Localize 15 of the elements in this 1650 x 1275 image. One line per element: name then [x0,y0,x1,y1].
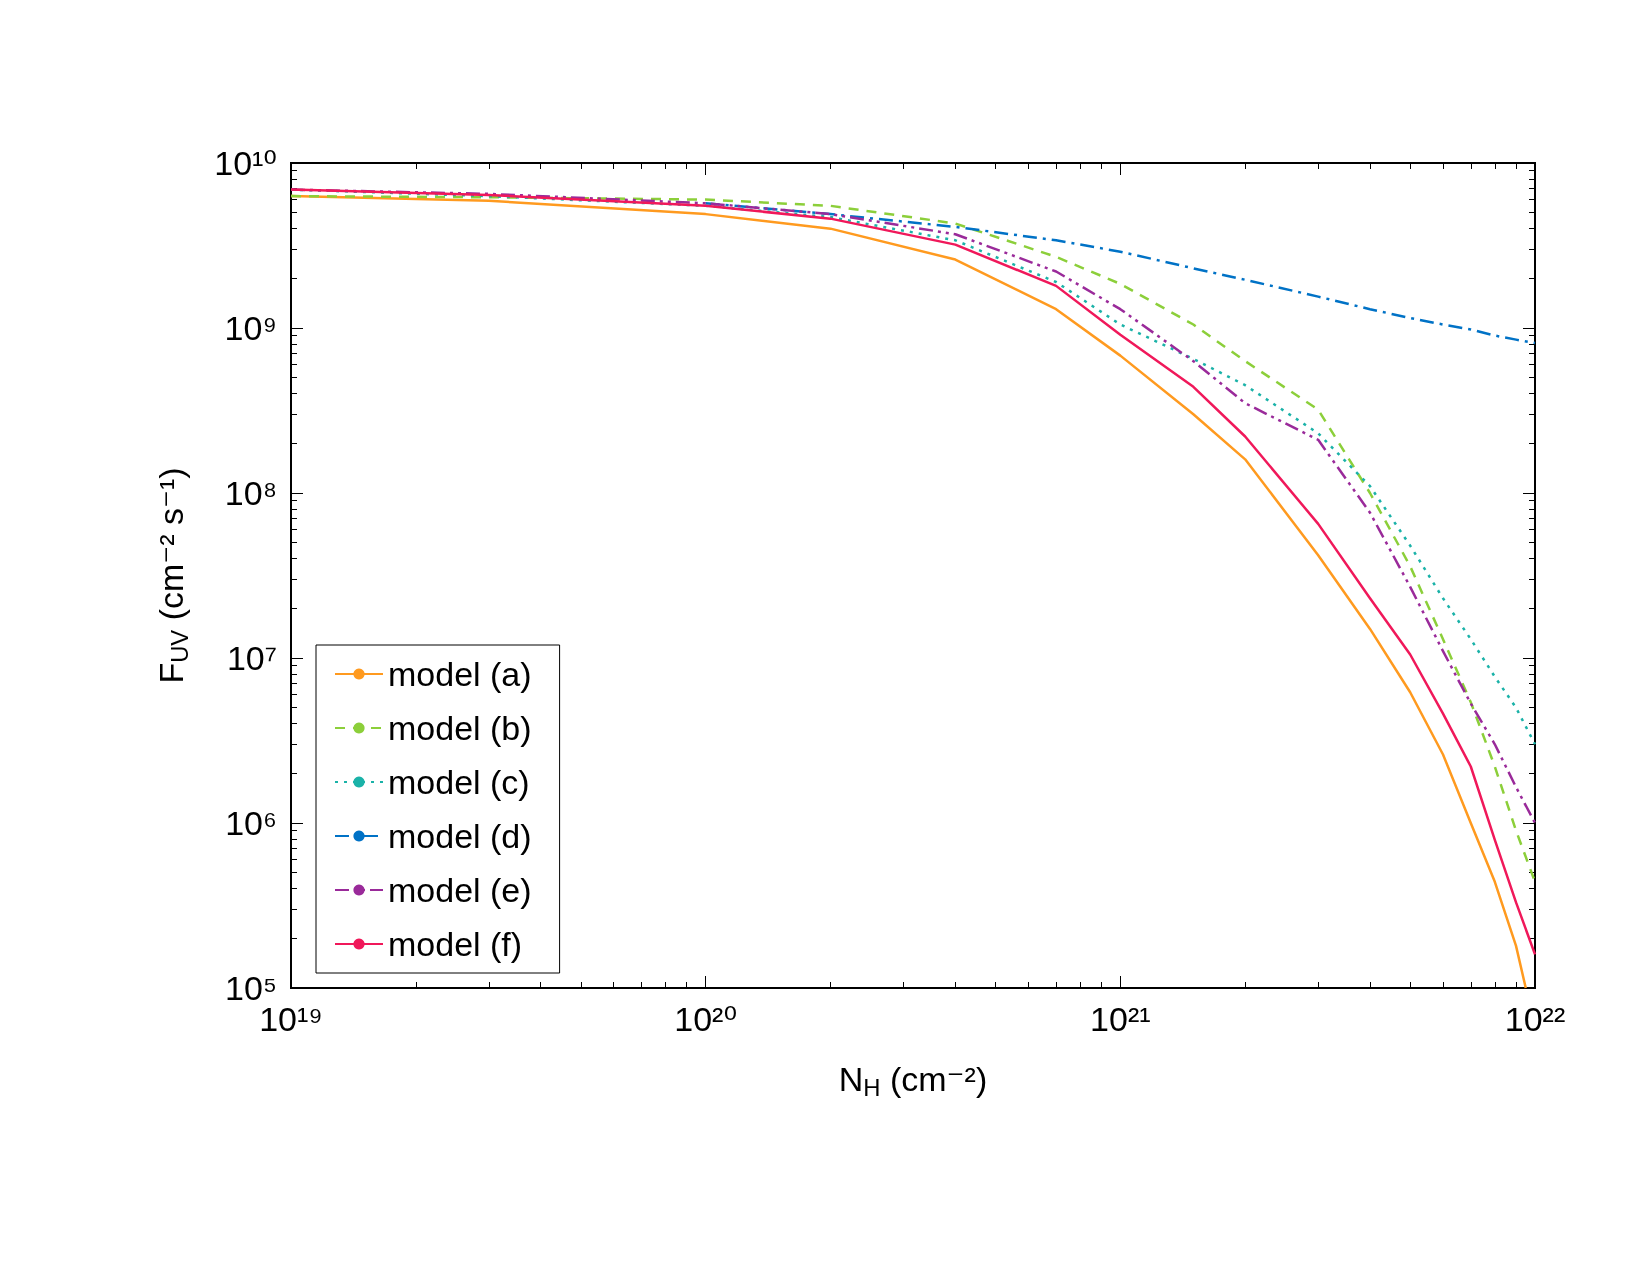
legend-label: model (f) [388,925,523,963]
y-tick-label: 10⁶ [225,804,277,842]
y-tick-label: 10⁸ [224,474,277,512]
legend-label: model (a) [388,655,532,693]
legend-label: model (b) [388,709,532,747]
legend-label: model (e) [388,871,532,909]
legend-label: model (c) [388,763,530,801]
y-tick-label: 10⁷ [226,639,277,677]
y-axis-title: FUV (cm⁻² s⁻¹) [151,467,193,684]
x-tick-label: 10²² [1504,1000,1566,1038]
x-tick-label: 10²¹ [1090,1000,1151,1038]
x-tick-label: 10²⁰ [674,1000,738,1038]
y-tick-label: 10⁹ [224,309,277,347]
y-tick-label: 10¹⁰ [214,144,277,182]
legend-label: model (d) [388,817,532,855]
